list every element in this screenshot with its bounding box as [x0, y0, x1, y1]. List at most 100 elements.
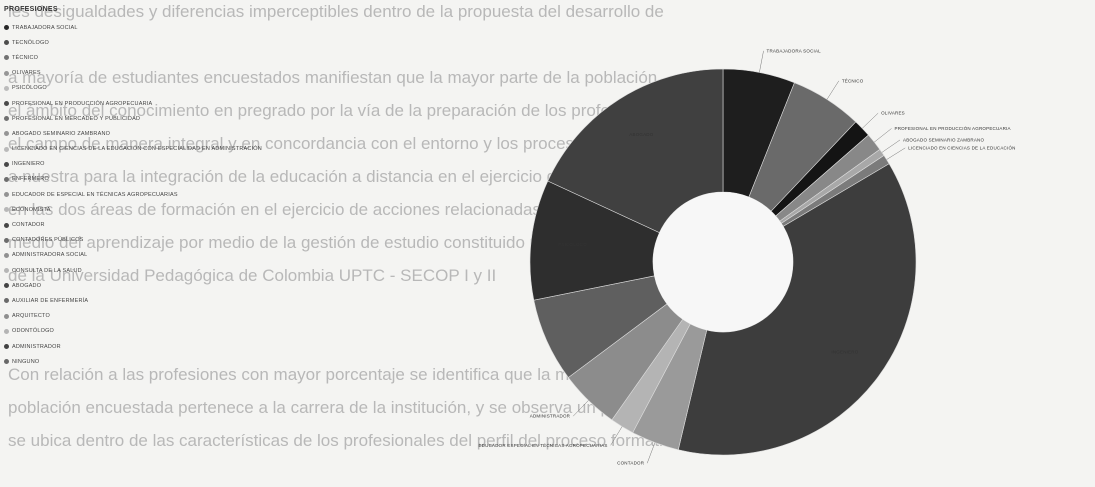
legend-swatch — [4, 359, 9, 365]
legend-swatch — [4, 252, 9, 258]
slice-label: PROFESIONAL EN PRODUCCIÓN AGROPECUARIA — [895, 125, 1011, 131]
slice-leader-line — [610, 426, 623, 446]
slice-leader-line — [881, 139, 901, 153]
legend-label: ENFERMERO — [12, 176, 49, 183]
slice-label: TÉCNICO — [842, 77, 864, 83]
legend-swatch — [4, 207, 9, 213]
background-text-line: a nuestra para la integración de la educ… — [8, 167, 698, 186]
legend-label: LICENCIADO EN CIENCIAS DE LA EDUCACIÓN C… — [12, 146, 262, 153]
legend-label: PSICÓLOGO — [12, 85, 47, 92]
legend-item: OLIVARES — [4, 66, 294, 81]
legend-swatch — [4, 25, 9, 31]
legend-label: ABOGADO — [12, 282, 42, 289]
legend-label: CONSULTA DE LA SALUD — [12, 267, 82, 274]
legend-label: ADMINISTRADOR — [12, 343, 61, 350]
legend-label: TRABAJADORA SOCIAL — [12, 24, 78, 31]
legend-item: TRABAJADORA SOCIAL — [4, 20, 294, 35]
legend-swatch — [4, 101, 9, 107]
legend-item: ECONOMISTA — [4, 202, 294, 217]
legend-label: CONTADOR — [12, 222, 45, 229]
legend-label: NINGUNO — [12, 358, 40, 365]
legend-item: CONTADORES PÚBLICOS — [4, 233, 294, 248]
legend-item: INGENIERO — [4, 157, 294, 172]
legend-label: ABOGADO SEMINARIO ZAMBRANO — [12, 130, 111, 137]
legend-swatch — [4, 298, 9, 304]
legend-label: EDUCADOR DE ESPECIAL EN TÉCNICAS AGROPEC… — [12, 191, 178, 198]
background-text-line: en las dos áreas de formación en el ejer… — [8, 200, 541, 219]
legend-swatch — [4, 131, 9, 137]
legend-item: TECNÓLOGO — [4, 35, 294, 50]
legend-label: INGENIERO — [12, 161, 45, 168]
legend-item: CONSULTA DE LA SALUD — [4, 263, 294, 278]
legend-swatch — [4, 85, 9, 91]
slice-leader-line — [759, 50, 764, 73]
background-text-line: se ubica dentro de las características d… — [8, 431, 681, 450]
legend-swatch — [4, 146, 9, 152]
legend-swatch — [4, 268, 9, 274]
legend-swatch — [4, 176, 9, 182]
slice-leader-line — [862, 112, 879, 129]
legend-item: EDUCADOR DE ESPECIAL EN TÉCNICAS AGROPEC… — [4, 187, 294, 202]
legend-item: PROFESIONAL EN MERCADEO Y PUBLICIDAD — [4, 111, 294, 126]
legend-swatch — [4, 192, 9, 198]
background-text-line: población encuestada pertenece a la carr… — [8, 398, 671, 417]
legend-swatch — [4, 55, 9, 61]
legend-label: PROFESIONAL EN PRODUCCIÓN AGROPECUARIA — [12, 100, 153, 107]
legend-label: TÉCNICO — [12, 54, 39, 61]
legend-label: ECONOMISTA — [12, 206, 51, 213]
legend-swatch — [4, 70, 9, 76]
legend-items: TRABAJADORA SOCIAL TECNÓLOGO TÉCNICO OLIVAR… — [4, 20, 294, 369]
slice-label: EDUCADOR ESPECIAL EN TÉCNICAS AGROPECUAR… — [478, 442, 607, 448]
legend-title: PROFESIONES — [4, 6, 58, 13]
legend-swatch — [4, 313, 9, 319]
legend-item: CONTADOR — [4, 217, 294, 232]
legend-swatch — [4, 328, 9, 334]
legend-label: OLIVARES — [12, 70, 41, 77]
donut-hole — [653, 192, 793, 332]
legend-item: TÉCNICO — [4, 50, 294, 65]
legend-item: ODONTÓLOGO — [4, 324, 294, 339]
legend-swatch — [4, 283, 9, 289]
slice-label: INGENIERO — [831, 349, 858, 354]
legend-swatch — [4, 116, 9, 122]
legend-label: AUXILIAR DE ENFERMERÍA — [12, 297, 89, 304]
background-text-line: medio del aprendizaje por medio de la ge… — [8, 233, 644, 252]
slice-leader-line — [646, 442, 656, 464]
legend-item: ABOGADO SEMINARIO ZAMBRANO — [4, 126, 294, 141]
legend-swatch — [4, 161, 9, 167]
background-text-line: Con relación a las profesiones con mayor… — [8, 365, 688, 384]
legend-item: PROFESIONAL EN PRODUCCIÓN AGROPECUARIA — [4, 96, 294, 111]
slice-label: TRABAJADORA SOCIAL — [767, 48, 822, 53]
slice-label: PSICÓLOGO — [558, 241, 587, 247]
legend-label: CONTADORES PÚBLICOS — [12, 237, 84, 244]
legend-label: PROFESIONAL EN MERCADEO Y PUBLICIDAD — [12, 115, 141, 122]
legend-item: PSICÓLOGO — [4, 81, 294, 96]
legend-swatch — [4, 222, 9, 228]
legend-swatch — [4, 40, 9, 46]
legend-item: LICENCIADO EN CIENCIAS DE LA EDUCACIÓN C… — [4, 142, 294, 157]
legend-item: AUXILIAR DE ENFERMERÍA — [4, 293, 294, 308]
slice-leader-line — [572, 400, 589, 417]
slice-label: LICENCIADO EN CIENCIAS DE LA EDUCACIÓN — [908, 144, 1015, 150]
background-text-line: el campo de manera integral y en concord… — [8, 134, 677, 153]
legend-swatch — [4, 237, 9, 243]
slice-leader-line — [886, 147, 906, 160]
background-text-line: el ámbito del conocimiento en pregrado p… — [8, 101, 673, 120]
legend-item: ARQUITECTO — [4, 309, 294, 324]
slice-label: CONTADOR — [617, 461, 645, 466]
legend-label: ADMINISTRADORA SOCIAL — [12, 252, 88, 259]
slice-leader-line — [874, 128, 892, 143]
slice-label: OLIVARES — [881, 111, 905, 116]
background-text-line: a mayoría de estudiantes encuestados man… — [8, 68, 658, 87]
legend-item: ADMINISTRADORA SOCIAL — [4, 248, 294, 263]
legend-item: ADMINISTRADOR — [4, 339, 294, 354]
legend-swatch — [4, 344, 9, 350]
slice-label: ABOGADO SEMINARIO ZAMBRANO — [903, 137, 985, 142]
legend-item: ABOGADO — [4, 278, 294, 293]
slice-leader-line — [826, 80, 840, 100]
slice-label: ADMINISTRADOR — [530, 414, 571, 419]
slice-label: ABOGADO — [629, 132, 653, 137]
legend-label: TECNÓLOGO — [12, 39, 49, 46]
